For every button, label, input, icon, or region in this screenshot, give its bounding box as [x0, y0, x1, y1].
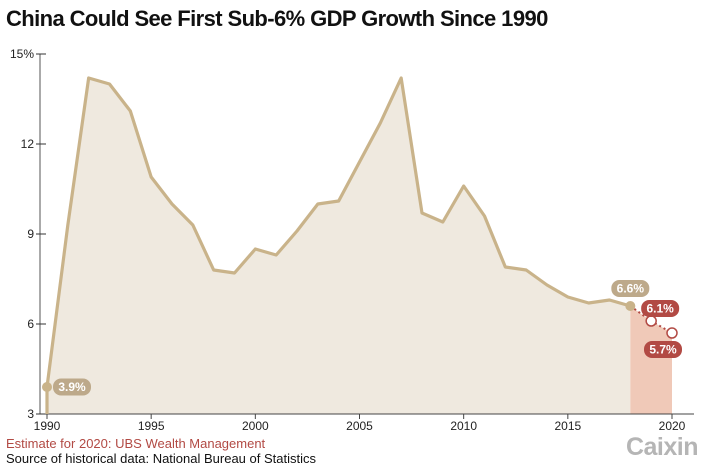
value-label-1990-box	[53, 378, 91, 396]
y-tick-label-6: 6	[27, 317, 34, 331]
marker-2018	[625, 301, 636, 311]
y-tick-label-12: 12	[21, 137, 35, 151]
x-tick-label-2010: 2010	[450, 419, 477, 433]
x-tick-label-1995: 1995	[138, 419, 165, 433]
value-label-2020: 5.7%	[649, 343, 677, 357]
historical-area	[47, 78, 631, 414]
historical-line	[45, 76, 631, 414]
value-label-2018-box	[611, 280, 650, 297]
marker-2019	[645, 315, 657, 327]
value-label-2019: 6.1%	[646, 302, 674, 316]
value-label-2018: 6.6%	[617, 282, 645, 296]
marks-layer: 3.9% 6.6%6.1% 5.7%	[42, 280, 682, 396]
caixin-logo: Caixin	[625, 433, 699, 461]
chart-title: China Could See First Sub-6% GDP Growth …	[6, 6, 548, 31]
x-tick-label-2020: 2020	[659, 419, 686, 433]
axes-layer: 3 6 9 12 15% 1990 1995 2000 2005 2010 2015 2020	[10, 47, 694, 433]
x-tick-label-1990: 1990	[34, 419, 61, 433]
value-label-2019-box	[641, 300, 680, 317]
y-tick-label-3: 3	[27, 407, 34, 421]
x-tick-label-2000: 2000	[242, 419, 269, 433]
value-label-2020-box	[644, 341, 682, 358]
value-label-1990: 3.9%	[58, 380, 86, 394]
x-tick-label-2005: 2005	[346, 419, 373, 433]
y-tick-label-9: 9	[27, 227, 34, 241]
source-note: Source of historical data: National Bure…	[6, 451, 316, 466]
y-tick-label-15: 15%	[10, 47, 34, 61]
area-layer	[47, 78, 672, 414]
x-tick-label-2015: 2015	[554, 419, 581, 433]
marker-1990	[42, 382, 52, 392]
estimate-note: Estimate for 2020: UBS Wealth Management	[6, 436, 266, 451]
estimate-area	[630, 306, 672, 414]
marker-2020	[666, 327, 678, 339]
